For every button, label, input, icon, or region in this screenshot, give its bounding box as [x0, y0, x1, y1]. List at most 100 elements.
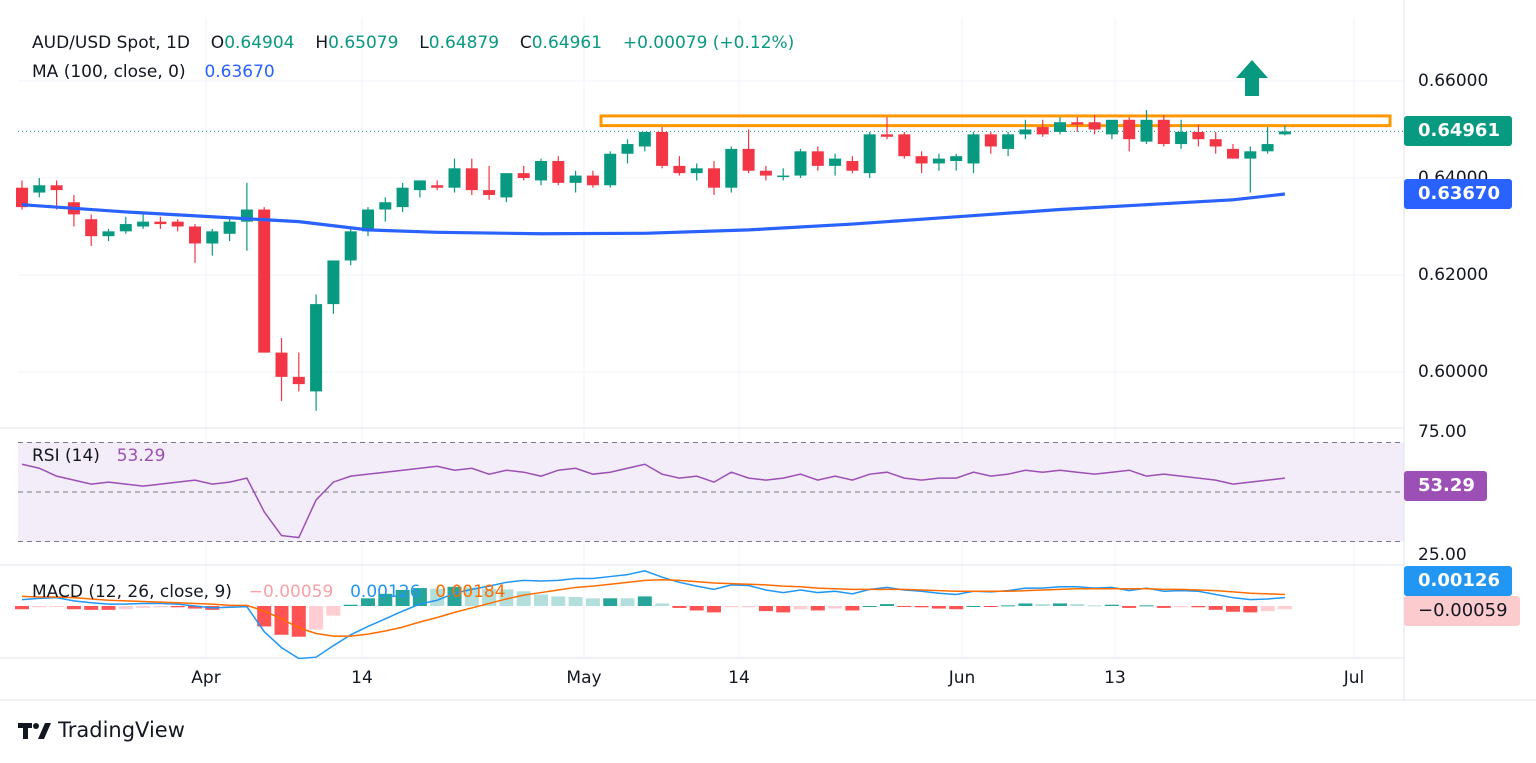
candle-body [1140, 119, 1153, 142]
candle-body [119, 224, 132, 232]
candle [1123, 117, 1136, 152]
macd-histogram-bar [1070, 604, 1085, 606]
macd-histogram-bar [464, 587, 479, 606]
macd-histogram-bar [291, 606, 306, 637]
candle [967, 131, 980, 174]
candle-body [794, 151, 807, 176]
candle-body [154, 221, 167, 225]
candle-body [413, 180, 426, 191]
macd-histogram-bar [32, 606, 47, 608]
candle-body [50, 185, 63, 191]
candle [1036, 119, 1049, 137]
candle-body [932, 158, 945, 164]
macd-histogram-bar [1122, 606, 1137, 608]
candle-body [310, 304, 323, 392]
candle [258, 207, 271, 353]
candle [881, 117, 893, 140]
candle [431, 180, 444, 191]
macd-badge: 0.00126 [1404, 566, 1512, 596]
candle-body [102, 231, 115, 237]
macd-histogram-bar [84, 606, 99, 610]
date-axis-label: 14 [351, 668, 373, 688]
symbol-title[interactable]: AUD/USD Spot, 1D [32, 33, 190, 53]
macd-histogram-bar [1156, 606, 1171, 608]
candle [725, 146, 738, 193]
candle-body [223, 221, 236, 234]
rsi-axis-label: 75.00 [1418, 422, 1467, 442]
date-axis-label: May [566, 668, 602, 688]
candle-body [829, 158, 842, 166]
candle-body [292, 376, 305, 385]
macd-histogram-bar [637, 596, 652, 606]
macd-signal-value: 0.00184 [435, 582, 506, 602]
macd-histogram-bar [361, 598, 375, 606]
macd-histogram-bar [482, 588, 497, 606]
rsi-axis-label: 25.00 [1418, 545, 1467, 565]
macd-histogram-bar [880, 604, 894, 606]
tradingview-logo[interactable]: TradingView [18, 718, 185, 742]
macd-histogram-bar [585, 598, 600, 606]
macd-histogram-bar [1260, 606, 1275, 612]
rsi-label[interactable]: RSI (14) [32, 446, 100, 466]
candle [898, 131, 911, 159]
rsi-badge: 53.29 [1404, 471, 1487, 501]
candle [569, 170, 582, 193]
rsi-value: 53.29 [116, 446, 166, 466]
candle [1209, 131, 1222, 154]
macd-histogram-bar [49, 606, 64, 607]
candle [1140, 110, 1153, 145]
candle-body [638, 131, 651, 147]
close-label: C [519, 33, 532, 53]
candle [829, 153, 842, 176]
candle [50, 180, 63, 210]
ma-label[interactable]: MA (100, close, 0) [32, 62, 186, 82]
macd-histogram-bar [845, 606, 860, 611]
candle [310, 294, 323, 411]
candle [742, 129, 755, 174]
high-label: H [315, 33, 329, 53]
macd-histogram-bar [257, 606, 272, 627]
ma100-line [21, 192, 1286, 236]
macd-hist-badge: −0.00059 [1404, 596, 1520, 626]
candle [863, 131, 876, 178]
macd-histogram-bar [1139, 605, 1154, 607]
macd-label[interactable]: MACD (12, 26, close, 9) [32, 582, 232, 602]
macd-legend: MACD (12, 26, close, 9) −0.00059 0.00126… [32, 582, 506, 602]
macd-histogram-bar [447, 586, 462, 606]
price-axis-label: 0.62000 [1418, 265, 1489, 285]
candle-body [656, 131, 669, 166]
candle-body [1088, 122, 1101, 130]
candle [379, 197, 392, 222]
candle [708, 161, 720, 195]
candle [344, 226, 357, 266]
candle-body [777, 175, 790, 178]
tradingview-name: TradingView [58, 718, 185, 742]
candle [292, 352, 305, 392]
macd-histogram-bar [1104, 604, 1119, 606]
candle [1157, 114, 1170, 147]
candle-body [569, 175, 582, 183]
candle-body [1278, 131, 1291, 135]
candle-body [33, 185, 46, 193]
candle-body [984, 134, 997, 147]
resistance-zone [599, 114, 1392, 128]
candle-body [379, 202, 392, 210]
macd-histogram-bar [326, 606, 341, 616]
candle [846, 156, 859, 174]
macd-histogram-bar [378, 593, 393, 606]
candle [223, 216, 236, 242]
macd-histogram-bar [1053, 603, 1067, 606]
candle [154, 216, 167, 229]
macd-histogram-bar [620, 598, 635, 606]
low-label: L [419, 33, 429, 53]
price-axis-label: 0.66000 [1418, 71, 1489, 91]
date-axis-label: Apr [191, 668, 221, 688]
candle-body [1209, 139, 1222, 147]
candle-body [448, 168, 461, 188]
price-axis-label: 0.60000 [1418, 362, 1489, 382]
candle-body [1261, 144, 1274, 152]
macd-histogram-bar [1035, 604, 1050, 606]
macd-histogram-bar [309, 606, 324, 630]
symbol-legend: AUD/USD Spot, 1D O0.64904 H0.65079 L0.64… [32, 33, 794, 53]
